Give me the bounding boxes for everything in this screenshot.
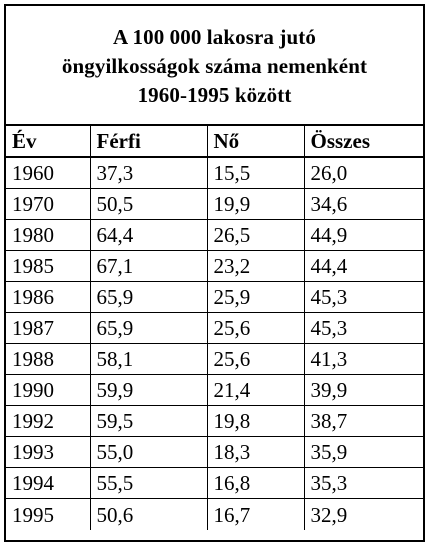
cell-male: 65,9 bbox=[89, 312, 208, 344]
header-male: Férfi bbox=[89, 124, 208, 158]
table-row: 1992 59,5 19,8 38,7 bbox=[6, 405, 423, 437]
cell-female: 21,4 bbox=[206, 374, 305, 406]
cell-total: 34,6 bbox=[303, 188, 423, 220]
table-row: 1990 59,9 21,4 39,9 bbox=[6, 374, 423, 406]
cell-female: 18,3 bbox=[206, 436, 305, 468]
cell-male: 50,5 bbox=[89, 188, 208, 220]
cell-male: 58,1 bbox=[89, 343, 208, 375]
cell-total: 35,3 bbox=[303, 467, 423, 499]
cell-male: 67,1 bbox=[89, 250, 208, 282]
table-row: 1986 65,9 25,9 45,3 bbox=[6, 281, 423, 313]
cell-female: 15,5 bbox=[206, 156, 305, 189]
cell-year: 1995 bbox=[6, 498, 91, 530]
cell-total: 35,9 bbox=[303, 436, 423, 468]
table-row: 1985 67,1 23,2 44,4 bbox=[6, 250, 423, 282]
table-row: 1970 50,5 19,9 34,6 bbox=[6, 188, 423, 220]
cell-year: 1980 bbox=[6, 219, 91, 251]
cell-total: 41,3 bbox=[303, 343, 423, 375]
cell-year: 1994 bbox=[6, 467, 91, 499]
cell-year: 1987 bbox=[6, 312, 91, 344]
table-row: 1980 64,4 26,5 44,9 bbox=[6, 219, 423, 251]
cell-male: 37,3 bbox=[89, 156, 208, 189]
cell-total: 26,0 bbox=[303, 156, 423, 189]
title-line-1: A 100 000 lakosra jutó bbox=[113, 24, 316, 49]
table-row: 1994 55,5 16,8 35,3 bbox=[6, 467, 423, 499]
cell-total: 32,9 bbox=[303, 498, 423, 530]
header-female: Nő bbox=[206, 124, 305, 158]
cell-total: 39,9 bbox=[303, 374, 423, 406]
cell-total: 45,3 bbox=[303, 312, 423, 344]
cell-year: 1960 bbox=[6, 156, 91, 189]
table-body: 1960 37,3 15,5 26,0 1970 50,5 19,9 34,6 1980 64,4… bbox=[6, 156, 423, 530]
cell-year: 1993 bbox=[6, 436, 91, 468]
cell-female: 16,8 bbox=[206, 467, 305, 499]
header-total: Összes bbox=[303, 124, 423, 158]
table-row: 1960 37,3 15,5 26,0 bbox=[6, 156, 423, 189]
table-title: A 100 000 lakosra jutó öngyilkosságok sz… bbox=[6, 6, 423, 124]
title-line-3: 1960-1995 között bbox=[137, 82, 292, 107]
cell-year: 1992 bbox=[6, 405, 91, 437]
cell-female: 25,9 bbox=[206, 281, 305, 313]
header-year: Év bbox=[6, 124, 91, 158]
cell-year: 1986 bbox=[6, 281, 91, 313]
cell-male: 59,9 bbox=[89, 374, 208, 406]
data-table: Év Férfi Nő Összes 1960 37,3 15,5 26,0 1970 5… bbox=[6, 124, 423, 530]
header-row: Év Férfi Nő Összes bbox=[6, 124, 423, 158]
title-line-2: öngyilkosságok száma nemenként bbox=[61, 53, 368, 78]
suicide-rate-table-frame: A 100 000 lakosra jutó öngyilkosságok sz… bbox=[4, 4, 425, 542]
cell-year: 1988 bbox=[6, 343, 91, 375]
cell-total: 38,7 bbox=[303, 405, 423, 437]
cell-female: 16,7 bbox=[206, 498, 305, 530]
cell-total: 45,3 bbox=[303, 281, 423, 313]
cell-male: 59,5 bbox=[89, 405, 208, 437]
cell-male: 55,5 bbox=[89, 467, 208, 499]
cell-year: 1990 bbox=[6, 374, 91, 406]
cell-female: 19,9 bbox=[206, 188, 305, 220]
cell-female: 19,8 bbox=[206, 405, 305, 437]
table-row: 1995 50,6 16,7 32,9 bbox=[6, 498, 423, 530]
cell-total: 44,4 bbox=[303, 250, 423, 282]
cell-female: 25,6 bbox=[206, 343, 305, 375]
cell-male: 50,6 bbox=[89, 498, 208, 530]
table-row: 1988 58,1 25,6 41,3 bbox=[6, 343, 423, 375]
cell-female: 23,2 bbox=[206, 250, 305, 282]
table-row: 1987 65,9 25,6 45,3 bbox=[6, 312, 423, 344]
cell-female: 25,6 bbox=[206, 312, 305, 344]
cell-total: 44,9 bbox=[303, 219, 423, 251]
cell-male: 65,9 bbox=[89, 281, 208, 313]
cell-male: 55,0 bbox=[89, 436, 208, 468]
cell-year: 1970 bbox=[6, 188, 91, 220]
cell-male: 64,4 bbox=[89, 219, 208, 251]
table-row: 1993 55,0 18,3 35,9 bbox=[6, 436, 423, 468]
cell-year: 1985 bbox=[6, 250, 91, 282]
cell-female: 26,5 bbox=[206, 219, 305, 251]
